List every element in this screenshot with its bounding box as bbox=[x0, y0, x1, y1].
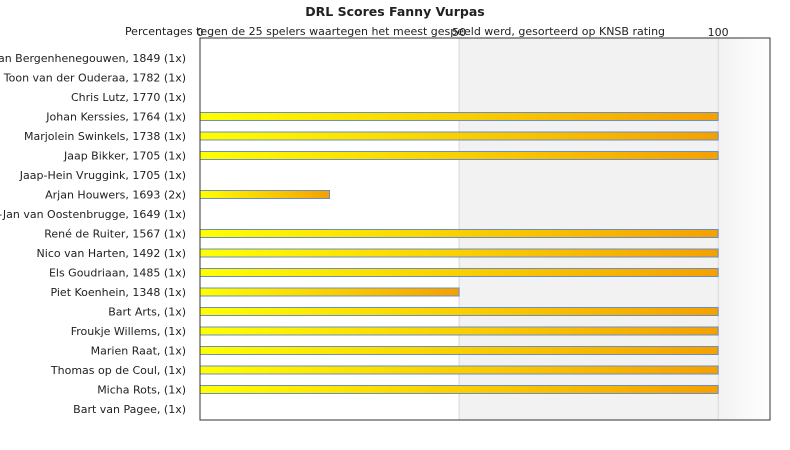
bar-16 bbox=[199, 365, 719, 375]
bar-10 bbox=[199, 248, 719, 258]
category-label-2: Chris Lutz, 1770 (1x) bbox=[71, 91, 186, 104]
x-tick-label-1: 50 bbox=[452, 26, 466, 39]
category-label-16: Thomas op de Coul, (1x) bbox=[50, 364, 186, 377]
bar-15 bbox=[199, 346, 719, 355]
bar-7 bbox=[199, 190, 331, 199]
plot-frame bbox=[199, 37, 771, 421]
bar-11 bbox=[199, 268, 719, 277]
category-label-1: Toon van der Ouderaa, 1782 (1x) bbox=[3, 72, 186, 85]
category-label-6: Jaap-Hein Vruggink, 1705 (1x) bbox=[19, 169, 186, 182]
x-tick-label-2: 100 bbox=[708, 26, 729, 39]
axes bbox=[199, 37, 771, 421]
category-labels: Jan van Bergenhenegouwen, 1849 (1x) Toon … bbox=[0, 52, 186, 416]
bar-14 bbox=[199, 326, 719, 336]
category-label-17: Micha Rots, (1x) bbox=[97, 384, 186, 397]
category-label-11: Els Goudriaan, 1485 (1x) bbox=[49, 267, 186, 280]
chart-subtitle: Percentages tegen de 25 spelers waartege… bbox=[124, 25, 666, 38]
bar-4 bbox=[199, 131, 719, 141]
category-label-0: Jan van Bergenhenegouwen, 1849 (1x) bbox=[0, 52, 186, 65]
category-label-8: Gert-Jan van Oostenbrugge, 1649 (1x) bbox=[0, 208, 186, 221]
category-label-13: Bart Arts, (1x) bbox=[108, 306, 186, 319]
x-tick-labels: 0 50 100 bbox=[197, 26, 729, 39]
bar-13 bbox=[199, 307, 719, 316]
category-label-15: Marien Raat, (1x) bbox=[91, 345, 186, 358]
category-label-4: Marjolein Swinkels, 1738 (1x) bbox=[24, 130, 186, 143]
category-label-3: Johan Kerssies, 1764 (1x) bbox=[45, 111, 186, 124]
category-label-9: René de Ruiter, 1567 (1x) bbox=[44, 228, 186, 241]
bar-12 bbox=[199, 287, 460, 297]
bar-series bbox=[199, 112, 719, 394]
category-label-5: Jaap Bikker, 1705 (1x) bbox=[63, 150, 186, 163]
bar-3 bbox=[199, 112, 719, 121]
band-100-end bbox=[718, 38, 770, 420]
category-label-10: Nico van Harten, 1492 (1x) bbox=[37, 247, 186, 260]
bar-5 bbox=[199, 151, 719, 160]
x-tick-label-0: 0 bbox=[197, 26, 204, 39]
category-label-7: Arjan Houwers, 1693 (2x) bbox=[45, 189, 186, 202]
category-label-14: Froukje Willems, (1x) bbox=[71, 325, 186, 338]
category-label-12: Piet Koenhein, 1348 (1x) bbox=[50, 286, 186, 299]
chart-title: DRL Scores Fanny Vurpas bbox=[305, 4, 485, 19]
bar-17 bbox=[199, 385, 719, 394]
bar-9 bbox=[199, 229, 719, 238]
category-label-18: Bart van Pagee, (1x) bbox=[73, 403, 186, 416]
